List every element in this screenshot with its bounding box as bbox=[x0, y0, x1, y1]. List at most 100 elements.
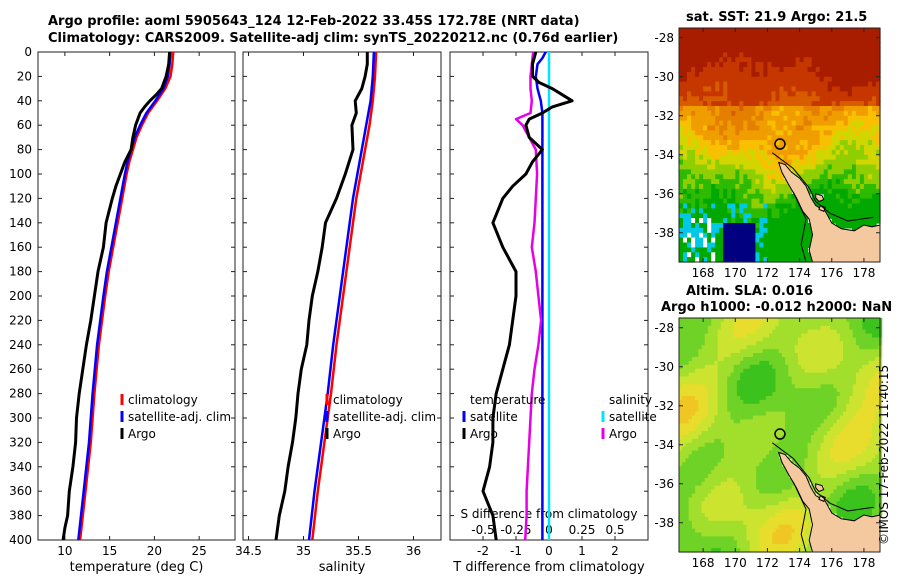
map-cell bbox=[711, 67, 716, 73]
map-cell bbox=[779, 76, 785, 83]
map-cell bbox=[723, 115, 728, 122]
map-cell bbox=[767, 242, 772, 248]
map-cell bbox=[683, 242, 688, 248]
map-cell bbox=[859, 403, 863, 409]
map-cell bbox=[723, 252, 728, 258]
map-cell bbox=[843, 125, 849, 131]
map-cell bbox=[814, 435, 818, 440]
map-cell bbox=[740, 380, 744, 385]
map-cell bbox=[781, 368, 786, 374]
map-cell bbox=[835, 135, 841, 141]
map-cell bbox=[772, 325, 777, 331]
map-cell bbox=[814, 411, 818, 417]
map-cell bbox=[835, 81, 841, 88]
map-cell bbox=[835, 223, 841, 229]
map-cell bbox=[719, 91, 724, 97]
map-cell bbox=[759, 32, 764, 39]
map-cell bbox=[717, 419, 722, 424]
map-cell bbox=[807, 462, 812, 467]
map-cell bbox=[704, 337, 709, 342]
map-cell bbox=[727, 368, 731, 374]
map-cell bbox=[717, 396, 722, 401]
map-cell bbox=[852, 341, 857, 346]
map-cell bbox=[781, 419, 786, 424]
map-cell bbox=[759, 345, 764, 350]
map-cell bbox=[695, 164, 700, 170]
map-cell bbox=[788, 325, 793, 331]
map-cell bbox=[704, 466, 709, 471]
map-cell bbox=[839, 81, 845, 88]
map-cell bbox=[703, 32, 708, 39]
map-cell bbox=[771, 247, 777, 253]
map-cell bbox=[699, 42, 704, 49]
map-cell bbox=[779, 227, 785, 234]
map-cell bbox=[767, 188, 772, 195]
map-cell bbox=[720, 403, 725, 409]
map-cell bbox=[779, 247, 785, 253]
map-cell bbox=[707, 474, 712, 479]
map-cell bbox=[711, 164, 716, 170]
map-cell bbox=[727, 198, 732, 205]
map-cell bbox=[749, 321, 754, 327]
map-cell bbox=[875, 372, 879, 378]
map-cell bbox=[736, 360, 741, 366]
map-cell bbox=[763, 42, 768, 49]
map-cell bbox=[872, 470, 876, 475]
map-cell bbox=[783, 179, 789, 185]
map-cell bbox=[846, 407, 850, 413]
map-cell bbox=[814, 427, 818, 432]
map-cell bbox=[733, 427, 738, 432]
map-cell bbox=[815, 203, 821, 209]
map-cell bbox=[823, 419, 828, 424]
map-cell bbox=[731, 76, 736, 83]
map-cell bbox=[830, 431, 834, 436]
map-cell bbox=[849, 458, 854, 463]
map-cell bbox=[703, 120, 708, 127]
map-cell bbox=[791, 411, 796, 417]
map-cell bbox=[695, 388, 699, 393]
map-cell bbox=[843, 135, 849, 141]
map-cell bbox=[859, 376, 863, 381]
map-cell bbox=[798, 353, 802, 358]
map-cell bbox=[746, 450, 751, 456]
map-cell bbox=[859, 423, 863, 428]
map-cell bbox=[833, 364, 838, 370]
map-cell bbox=[815, 106, 821, 112]
map-cell bbox=[775, 110, 781, 117]
map-cell bbox=[875, 360, 879, 366]
map-cell bbox=[746, 392, 751, 397]
map-cell bbox=[679, 193, 684, 200]
map-cell bbox=[819, 159, 825, 166]
map-cell bbox=[688, 392, 693, 397]
map-cell bbox=[814, 368, 818, 374]
map-cell bbox=[823, 32, 829, 39]
map-cell bbox=[771, 52, 777, 58]
map-cell bbox=[727, 218, 732, 224]
map-cell bbox=[826, 318, 831, 323]
map-cell bbox=[719, 76, 724, 83]
map-cell bbox=[747, 106, 752, 112]
map-cell bbox=[763, 198, 768, 205]
map-cell bbox=[746, 466, 751, 471]
map-cell bbox=[740, 396, 744, 401]
map-cell bbox=[695, 360, 699, 366]
map-cell bbox=[695, 423, 699, 428]
map-cell bbox=[723, 145, 728, 151]
map-cell bbox=[814, 345, 818, 350]
map-cell bbox=[855, 179, 861, 185]
map-cell bbox=[826, 384, 831, 389]
map-cell bbox=[711, 257, 716, 263]
map-cell bbox=[755, 232, 760, 239]
map-cell bbox=[699, 208, 704, 214]
map-cell bbox=[868, 431, 873, 436]
map-cell bbox=[736, 411, 741, 417]
map-cell bbox=[749, 435, 754, 440]
map-cell bbox=[699, 227, 704, 234]
map-cell bbox=[714, 333, 719, 339]
map-cell bbox=[830, 345, 834, 350]
map-cell bbox=[691, 321, 696, 327]
map-cell bbox=[772, 353, 777, 358]
map-cell bbox=[779, 28, 785, 34]
map-cell bbox=[715, 237, 720, 244]
map-cell bbox=[711, 213, 716, 219]
